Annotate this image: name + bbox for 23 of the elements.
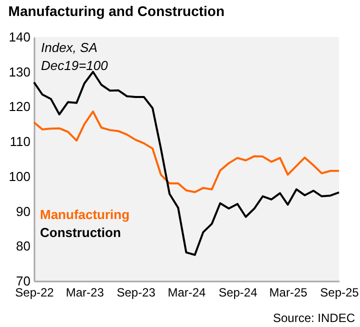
chart-title: Manufacturing and Construction	[8, 3, 225, 19]
x-tick-label: Mar-23	[66, 286, 104, 300]
text: Manufacturing	[40, 207, 130, 222]
text: Construction	[40, 225, 121, 240]
y-tick-label: 80	[16, 238, 30, 254]
y-tick-label: 110	[10, 134, 30, 150]
line-series	[33, 70, 340, 256]
y-tick-label: 120	[8, 99, 30, 114]
y-tick-label: 130	[8, 64, 30, 80]
annotation: Dec19=100	[41, 58, 109, 73]
y-tick-label: 90	[16, 204, 30, 219]
source-note: Source: INDEC	[272, 311, 356, 325]
y-tick-label: 100	[8, 168, 30, 184]
x-tick-label: Sep-24	[218, 286, 258, 300]
x-tick-label: Mar-24	[168, 286, 206, 300]
line-series	[33, 110, 340, 194]
annotation: Index, SA	[41, 40, 98, 55]
x-tick-label: Sep-23	[116, 286, 156, 300]
y-tick-label: 70	[16, 274, 30, 288]
y-tick-label: 140	[8, 30, 30, 44]
x-tick-label: Mar-25	[269, 286, 308, 300]
x-tick-label: Sep-22	[15, 286, 54, 300]
x-tick-label: Sep-25	[320, 286, 360, 300]
